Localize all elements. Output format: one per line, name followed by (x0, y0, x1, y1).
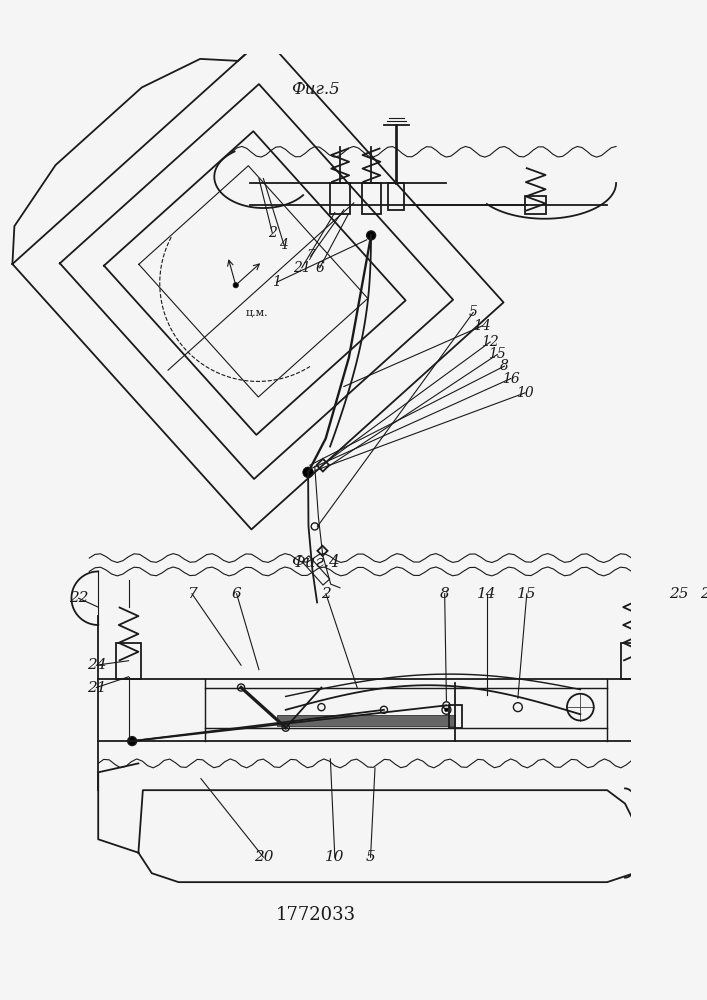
Circle shape (128, 737, 136, 746)
Text: 2: 2 (268, 226, 276, 240)
Bar (621, 643, 645, 679)
Text: 15: 15 (517, 587, 537, 601)
Bar (317, 546, 327, 556)
Text: 15: 15 (489, 347, 506, 361)
Text: 8: 8 (440, 587, 450, 601)
Bar (388, 183, 404, 210)
Text: 5: 5 (469, 305, 478, 319)
Text: 7: 7 (306, 249, 315, 263)
Circle shape (233, 283, 238, 288)
Text: 10: 10 (516, 386, 534, 400)
Circle shape (367, 231, 375, 240)
Text: 20: 20 (254, 850, 273, 864)
Text: Фиг.4: Фиг.4 (291, 554, 340, 571)
Bar (449, 705, 462, 728)
Circle shape (303, 467, 313, 478)
Text: 21: 21 (293, 261, 310, 275)
Text: 6: 6 (315, 261, 324, 275)
Text: 23: 23 (700, 587, 707, 601)
Bar (317, 459, 329, 471)
Text: 6: 6 (232, 587, 242, 601)
Text: 7: 7 (187, 587, 197, 601)
Text: 8: 8 (500, 359, 509, 373)
Text: 24: 24 (87, 658, 106, 672)
Text: 12: 12 (481, 335, 499, 349)
Text: 25: 25 (669, 587, 689, 601)
Text: 22: 22 (69, 591, 88, 605)
Bar (276, 715, 455, 726)
Text: 10: 10 (325, 850, 344, 864)
Text: 2: 2 (321, 587, 331, 601)
Text: 14: 14 (473, 319, 491, 333)
Bar (116, 643, 141, 679)
Text: Фиг.5: Фиг.5 (291, 81, 340, 98)
Text: 4: 4 (279, 238, 288, 252)
Circle shape (445, 708, 448, 712)
Text: 21: 21 (87, 681, 106, 695)
Text: 5: 5 (366, 850, 375, 864)
Text: 16: 16 (502, 372, 520, 386)
Bar (330, 183, 350, 214)
Text: 1: 1 (272, 275, 281, 289)
Text: ц.м.: ц.м. (246, 307, 269, 317)
Bar (525, 196, 547, 214)
Text: 1772033: 1772033 (276, 906, 356, 924)
Bar (361, 183, 381, 214)
Text: 14: 14 (477, 587, 496, 601)
